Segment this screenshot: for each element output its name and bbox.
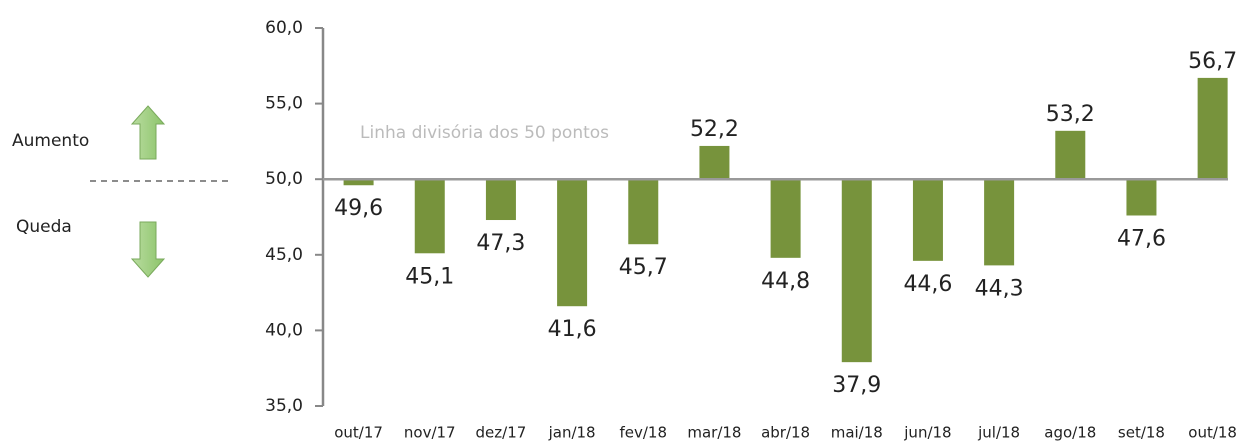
y-tick-label: 45,0 (265, 245, 303, 265)
down-label: Queda (16, 217, 72, 237)
x-tick-label: ago/18 (1044, 424, 1096, 442)
divider-label: Linha divisória dos 50 pontos (360, 123, 609, 143)
y-tick-label: 40,0 (265, 320, 303, 340)
bar (557, 179, 588, 307)
value-label: 47,6 (1117, 226, 1166, 251)
x-tick-label: jan/18 (548, 424, 596, 442)
bar (841, 179, 872, 363)
x-tick-label: nov/17 (404, 424, 456, 442)
value-label: 47,3 (476, 231, 525, 256)
y-tick-label: 60,0 (265, 18, 303, 38)
x-tick-label: jul/18 (977, 424, 1020, 442)
x-tick-label: abr/18 (761, 424, 810, 442)
x-tick-label: set/18 (1118, 424, 1165, 442)
value-label: 44,8 (761, 269, 810, 294)
value-label: 44,6 (903, 272, 952, 297)
x-tick-label: dez/17 (476, 424, 527, 442)
value-label: 56,7 (1188, 49, 1237, 74)
value-label: 53,2 (1046, 102, 1095, 127)
down-arrow (130, 221, 166, 278)
bar (699, 145, 730, 180)
bar (984, 179, 1015, 266)
up-arrow (130, 105, 166, 160)
bar (628, 179, 659, 245)
value-label: 45,7 (619, 255, 668, 280)
value-label: 49,6 (334, 196, 383, 221)
value-label: 52,2 (690, 117, 739, 142)
x-tick-label: mar/18 (687, 424, 741, 442)
value-label: 37,9 (832, 373, 881, 398)
bar (770, 179, 801, 258)
bar (1126, 179, 1157, 216)
x-tick-label: out/17 (334, 424, 383, 442)
value-label: 41,6 (548, 317, 597, 342)
x-tick-label: jun/18 (903, 424, 951, 442)
y-tick-label: 55,0 (265, 94, 303, 114)
x-tick-label: fev/18 (619, 424, 667, 442)
bar (485, 179, 516, 221)
y-tick-label: 35,0 (265, 396, 303, 416)
y-tick-label: 50,0 (265, 169, 303, 189)
up-label: Aumento (12, 131, 89, 151)
x-tick-label: mai/18 (831, 424, 883, 442)
value-label: 44,3 (975, 276, 1024, 301)
bar (1197, 77, 1228, 180)
value-label: 45,1 (405, 264, 454, 289)
bar (414, 179, 445, 254)
x-tick-label: out/18 (1188, 424, 1237, 442)
bar (1055, 130, 1086, 180)
bar (343, 179, 374, 186)
bar (912, 179, 943, 261)
